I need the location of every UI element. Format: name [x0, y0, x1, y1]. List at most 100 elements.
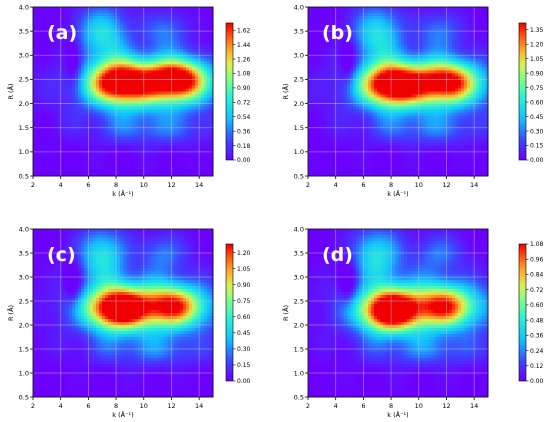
colorbar-tick-label: 0.60 — [530, 302, 544, 309]
x-tick-label: 8 — [114, 181, 118, 189]
x-tick-label: 8 — [114, 402, 118, 410]
x-tick-label: 4 — [334, 181, 338, 189]
colorbar-tick-label: 0.75 — [530, 85, 544, 92]
x-axis-label: k (Å⁻¹) — [112, 410, 133, 419]
panel-label: (d) — [322, 244, 353, 266]
y-tick-label: 4.0 — [19, 225, 29, 233]
colorbar-tick-label: 1.05 — [530, 56, 544, 63]
x-tick-label: 8 — [389, 181, 393, 189]
panel-label: (c) — [47, 244, 76, 266]
y-tick-label: 1.0 — [294, 369, 304, 377]
y-tick-label: 0.5 — [19, 393, 29, 401]
y-tick-label: 4.0 — [19, 3, 29, 11]
x-tick-label: 6 — [86, 181, 90, 189]
y-tick-label: 3.0 — [19, 52, 29, 60]
y-tick-label: 2.0 — [19, 100, 29, 108]
x-tick-label: 10 — [140, 181, 148, 189]
colorbar-tick-label: 0.45 — [530, 114, 544, 121]
heatmap-cells — [308, 7, 489, 177]
y-tick-label: 4.0 — [294, 225, 304, 233]
colorbar-tick-label: 0.60 — [237, 314, 251, 321]
colorbar-tick-label: 0.15 — [530, 143, 544, 150]
colorbar-tick-label: 0.90 — [530, 70, 544, 77]
x-tick-label: 12 — [442, 402, 450, 410]
x-tick-label: 2 — [306, 181, 310, 189]
y-axis-label: R (Å) — [6, 305, 15, 321]
x-tick-label: 6 — [361, 402, 365, 410]
heatmap-panel-a: 2 4 6 8 10 12 14 0.5 1.0 1.5 2.0 2.5 3.0 3.5 4.0 k (Å⁻¹… — [6, 3, 251, 198]
x-axis-label: k (Å⁻¹) — [112, 189, 133, 198]
x-tick-label: 6 — [86, 402, 90, 410]
colorbar-tick-label: 0.48 — [530, 317, 544, 324]
x-tick-label: 4 — [59, 181, 63, 189]
y-tick-label: 1.0 — [19, 369, 29, 377]
colorbar-tick-label: 0.18 — [237, 143, 251, 150]
axes-frame — [32, 6, 214, 177]
heatmap-panel-c: 2 4 6 8 10 12 14 0.5 1.0 1.5 2.0 2.5 3.0 3.5 4.0 k (Å⁻¹… — [6, 225, 251, 419]
x-tick-label: 2 — [306, 402, 310, 410]
colorbar-tick-label: 0.00 — [530, 157, 544, 164]
y-axis-label: R (Å) — [281, 305, 290, 321]
colorbar — [225, 22, 234, 161]
colorbar-tick-label: 0.00 — [237, 378, 251, 385]
colorbar-tick-label: 0.36 — [530, 333, 544, 340]
y-tick-label: 0.5 — [19, 172, 29, 180]
colorbar — [518, 243, 527, 382]
x-tick-label: 10 — [140, 402, 148, 410]
colorbar-tick-label: 1.20 — [237, 250, 251, 257]
panel-label: (b) — [322, 22, 353, 44]
x-tick-label: 10 — [415, 402, 423, 410]
y-tick-label: 2.5 — [294, 297, 304, 305]
y-tick-label: 3.0 — [294, 273, 304, 281]
y-tick-label: 0.5 — [294, 393, 304, 401]
x-tick-label: 12 — [167, 181, 175, 189]
x-tick-label: 12 — [442, 181, 450, 189]
y-tick-label: 0.5 — [294, 172, 304, 180]
colorbar — [518, 22, 527, 161]
y-axis-label: R (Å) — [281, 83, 290, 99]
axes-frame — [307, 228, 489, 398]
y-axis-label: R (Å) — [6, 83, 15, 99]
x-tick-label: 10 — [415, 181, 423, 189]
y-tick-label: 1.5 — [294, 124, 304, 132]
x-tick-label: 14 — [470, 402, 478, 410]
x-tick-label: 14 — [195, 181, 203, 189]
x-tick-label: 2 — [31, 402, 35, 410]
y-tick-label: 1.5 — [19, 124, 29, 132]
y-tick-label: 2.5 — [19, 297, 29, 305]
x-tick-label: 4 — [334, 402, 338, 410]
colorbar-tick-label: 0.36 — [237, 128, 251, 135]
y-tick-label: 3.5 — [294, 27, 304, 35]
y-tick-label: 2.0 — [19, 321, 29, 329]
colorbar-tick-label: 0.96 — [530, 256, 544, 263]
x-tick-label: 14 — [470, 181, 478, 189]
colorbar-tick-label: 0.90 — [237, 85, 251, 92]
x-tick-label: 4 — [59, 402, 63, 410]
x-tick-label: 6 — [361, 181, 365, 189]
x-axis-label: k (Å⁻¹) — [387, 189, 408, 198]
colorbar-tick-label: 0.75 — [237, 298, 251, 305]
colorbar-tick-label: 0.60 — [530, 99, 544, 106]
colorbar-tick-label: 0.00 — [237, 157, 251, 164]
x-axis-label: k (Å⁻¹) — [387, 410, 408, 419]
y-tick-label: 3.0 — [19, 273, 29, 281]
colorbar-tick-label: 1.35 — [530, 27, 544, 34]
colorbar-tick-label: 1.62 — [237, 27, 251, 34]
y-tick-label: 1.5 — [294, 345, 304, 353]
colorbar-tick-label: 0.45 — [237, 330, 251, 337]
x-tick-label: 14 — [195, 402, 203, 410]
colorbar-tick-label: 0.00 — [530, 378, 544, 385]
heatmap-cells — [33, 229, 214, 398]
y-tick-label: 3.5 — [294, 249, 304, 257]
colorbar-tick-label: 0.84 — [530, 272, 544, 279]
colorbar-tick-label: 1.26 — [237, 56, 251, 63]
colorbar-tick-label: 1.44 — [237, 42, 251, 49]
x-tick-label: 2 — [31, 181, 35, 189]
panel-label: (a) — [47, 22, 77, 44]
heatmap-panel-d: 2 4 6 8 10 12 14 0.5 1.0 1.5 2.0 2.5 3.0 3.5 4.0 k (Å⁻¹… — [281, 225, 544, 419]
y-tick-label: 1.0 — [19, 148, 29, 156]
x-tick-label: 12 — [167, 402, 175, 410]
y-tick-label: 3.0 — [294, 52, 304, 60]
y-tick-label: 2.5 — [19, 76, 29, 84]
